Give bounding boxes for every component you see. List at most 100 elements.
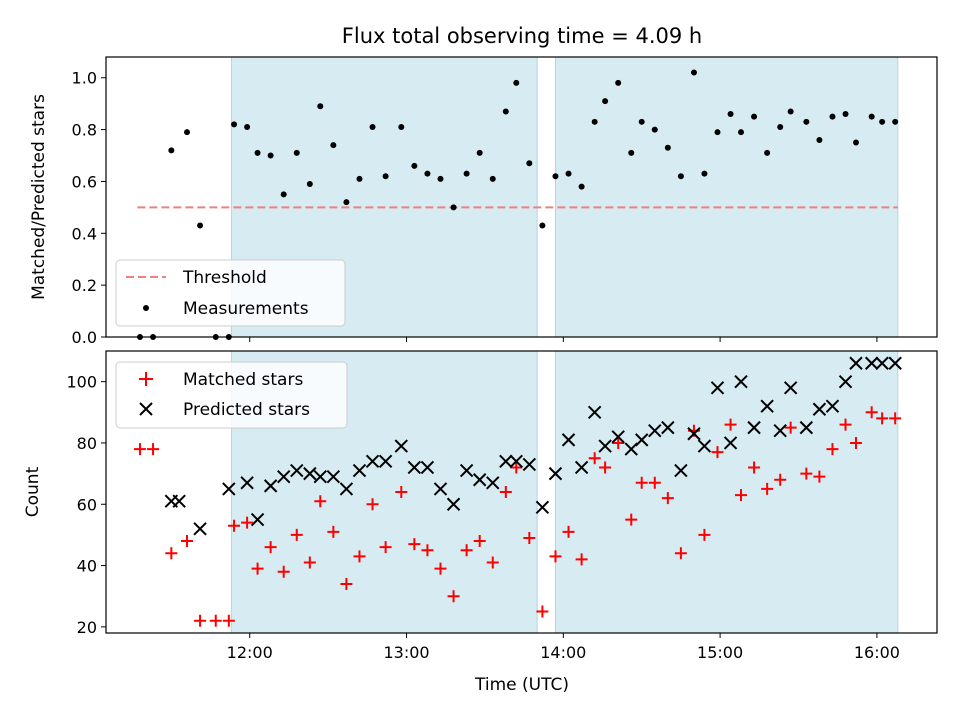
matched-star-point: [510, 461, 523, 474]
x-tick-label: 13:00: [383, 643, 429, 662]
top-observing-window: [555, 57, 898, 337]
predicted-star-point: [326, 469, 341, 484]
matched-star-point: [748, 461, 761, 474]
matched-star-point: [813, 470, 826, 483]
measurement-point: [463, 170, 470, 177]
measurement-point: [615, 79, 622, 86]
matched-star-point: [447, 590, 460, 603]
measurement-point: [197, 222, 204, 229]
measurement-point: [602, 98, 609, 105]
predicted-star-point: [574, 460, 589, 475]
predicted-star-point: [486, 476, 500, 490]
chart-title: Flux total observing time = 4.09 h: [342, 24, 702, 48]
measurement-point: [552, 173, 559, 180]
x-tick-label: 12:00: [227, 643, 273, 662]
predicted-star-point: [812, 402, 827, 416]
bottom-y-axis-label: Count: [23, 466, 43, 517]
measurement-point: [764, 149, 771, 156]
bottom-y-tick-label: 100: [66, 373, 97, 392]
top-y-tick-label: 0.4: [72, 224, 97, 243]
predicted-star-point: [548, 466, 563, 481]
measurement-point: [489, 175, 496, 182]
matched-star-point: [486, 556, 499, 569]
predicted-star-point: [222, 482, 236, 496]
measurement-point: [751, 113, 758, 120]
measurement-point: [842, 111, 849, 118]
matched-star-point: [839, 418, 852, 431]
matched-star-point: [314, 495, 327, 508]
matched-star-point: [849, 436, 862, 449]
measurement-point: [168, 147, 175, 154]
matched-star-point: [876, 412, 889, 425]
predicted-star-point: [172, 494, 186, 508]
top-legend-box: [115, 259, 346, 327]
bottom-y-tick-label: 60: [77, 495, 97, 514]
bottom-legend-box: [115, 361, 348, 429]
matched-star-point: [340, 577, 353, 590]
matched-star-point: [408, 538, 421, 551]
matched-star-point: [625, 513, 638, 526]
measurement-point: [254, 149, 261, 156]
measurement-point: [651, 126, 658, 133]
predicted-star-point: [240, 476, 254, 490]
measurement-point: [244, 124, 251, 130]
matched-star-point: [421, 544, 434, 557]
predicted-star-point: [446, 497, 461, 511]
predicted-star-point: [263, 479, 278, 493]
predicted-star-point: [747, 420, 761, 435]
matched-star-point: [599, 461, 612, 474]
top-y-tick-label: 0.6: [72, 172, 97, 191]
matched-star-point: [889, 412, 902, 425]
predicted-star-point: [875, 356, 889, 370]
bottom-legend: Matched stars Predicted stars: [115, 361, 348, 429]
measurement-point: [738, 129, 745, 136]
measurement-point: [539, 222, 546, 229]
predicted-star-point: [783, 381, 798, 395]
measurement-point: [714, 129, 721, 136]
matched-star-point: [774, 473, 787, 486]
x-tick-label: 15:00: [697, 643, 743, 662]
measurement-point: [398, 124, 405, 130]
bottom-y-tick-label: 80: [77, 434, 97, 453]
matched-star-point: [865, 406, 878, 419]
predicted-star-point: [849, 356, 863, 370]
predicted-star-point: [734, 374, 748, 389]
matched-star-point: [434, 562, 447, 575]
matched-star-point: [251, 562, 264, 575]
predicted-star-point: [587, 405, 602, 420]
measurement-point: [356, 175, 363, 182]
predicted-star-point: [799, 420, 814, 435]
measurement-point: [591, 118, 598, 125]
predicted-star-point: [611, 430, 625, 444]
matched-star-point: [724, 418, 737, 431]
measurement-point: [382, 173, 389, 180]
predicted-star-point: [825, 399, 840, 413]
measurement-point: [369, 124, 376, 130]
matched-star-point: [698, 528, 711, 541]
predicted-star-point: [760, 399, 774, 413]
bottom-ticks: 20 40 60 80 100 12:00 13:00 14:00 15:00 16:00: [66, 373, 899, 662]
matched-star-point: [784, 421, 797, 434]
measurement-point: [816, 136, 823, 143]
measurement-point: [330, 142, 337, 149]
predicted-star-point: [710, 381, 725, 395]
predicted-star-point: [472, 473, 487, 487]
predicted-star-point: [459, 463, 474, 478]
predicted-star-point: [352, 463, 367, 478]
legend-predicted-label: Predicted stars: [183, 400, 310, 420]
measurement-point: [628, 149, 635, 156]
predicted-star-point: [561, 433, 576, 447]
predicted-star-point: [648, 423, 662, 438]
measurement-point: [231, 121, 238, 128]
matched-star-point: [290, 528, 303, 541]
legend-threshold-label: Threshold: [182, 268, 267, 288]
measurement-point: [424, 170, 431, 177]
measurement-point: [777, 124, 784, 130]
predicted-star-point: [522, 457, 537, 472]
legend-measurements-label: Measurements: [183, 299, 309, 319]
measurement-point: [803, 118, 810, 125]
measurement-point: [701, 170, 708, 177]
predicted-star-point: [509, 454, 523, 469]
top-plot-frame: [105, 56, 938, 338]
